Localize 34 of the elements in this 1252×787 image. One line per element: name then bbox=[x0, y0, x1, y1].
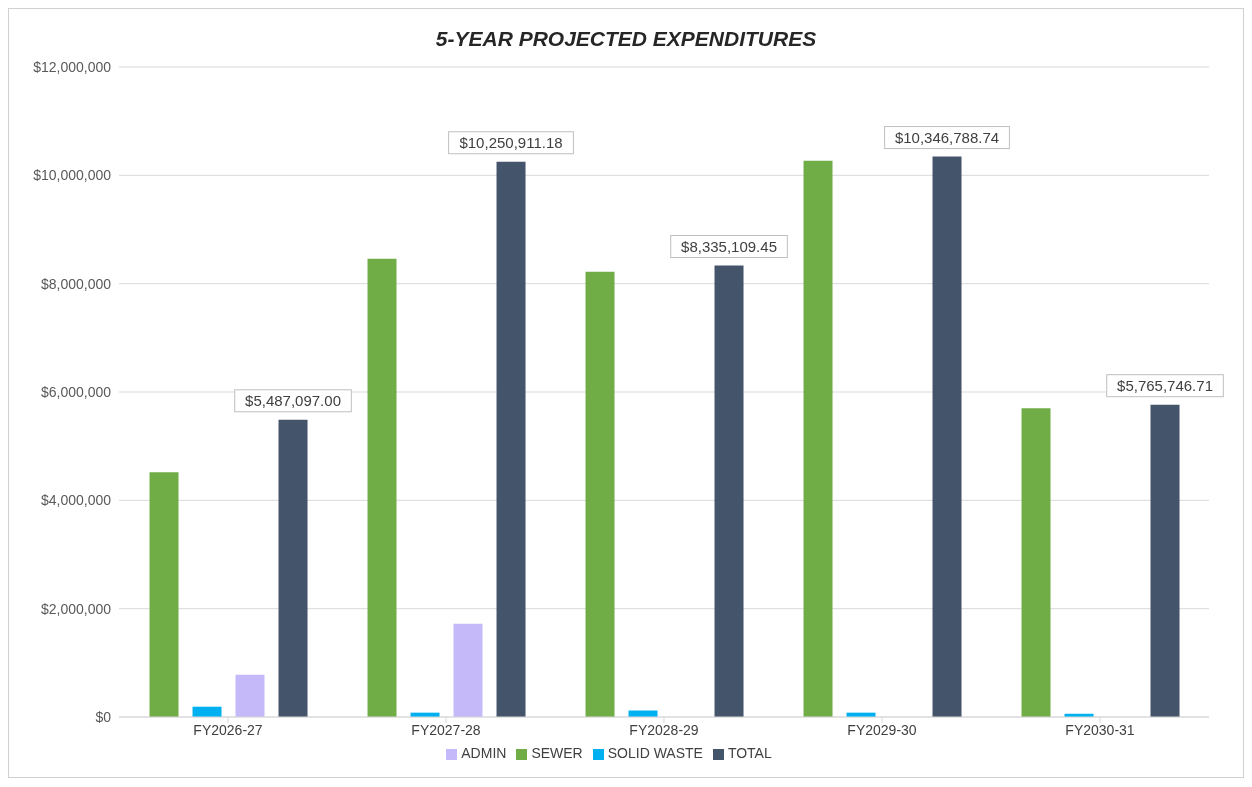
bar bbox=[453, 623, 483, 717]
x-tick-label: FY2028-29 bbox=[629, 721, 699, 738]
y-tick-label: $6,000,000 bbox=[40, 383, 112, 400]
x-tick-label: FY2026-27 bbox=[193, 721, 263, 738]
y-tick-label: $4,000,000 bbox=[40, 492, 112, 509]
bar bbox=[278, 419, 308, 717]
chart-title: 5-YEAR PROJECTED EXPENDITURES bbox=[434, 26, 818, 51]
data-label: $5,487,097.00 bbox=[245, 391, 341, 409]
legend-label: SEWER bbox=[531, 745, 583, 761]
legend-label: TOTAL bbox=[727, 745, 772, 761]
legend-label: ADMIN bbox=[461, 745, 507, 761]
bar bbox=[803, 160, 833, 717]
bar bbox=[932, 156, 962, 717]
x-tick-label: FY2029-30 bbox=[847, 721, 917, 738]
bar bbox=[235, 674, 265, 717]
y-tick-label: $0 bbox=[95, 708, 112, 725]
data-label: $5,765,746.71 bbox=[1117, 376, 1213, 394]
y-tick-label: $2,000,000 bbox=[40, 600, 112, 617]
bar bbox=[585, 271, 615, 717]
data-label: $8,335,109.45 bbox=[681, 237, 777, 255]
x-tick-label: FY2027-28 bbox=[411, 721, 481, 738]
data-label: $10,346,788.74 bbox=[894, 128, 1000, 146]
y-tick-label: $10,000,000 bbox=[33, 167, 112, 184]
y-tick-label: $12,000,000 bbox=[33, 58, 112, 75]
data-label: $10,250,911.18 bbox=[459, 133, 563, 151]
x-tick-label: FY2030-31 bbox=[1065, 721, 1135, 738]
bar bbox=[1150, 404, 1180, 717]
legend-label: SOLID WASTE bbox=[607, 745, 703, 761]
bar bbox=[714, 265, 744, 717]
y-tick-label: $8,000,000 bbox=[40, 275, 112, 292]
bar bbox=[1021, 408, 1051, 717]
bar bbox=[149, 472, 179, 717]
bar bbox=[496, 161, 526, 717]
bar bbox=[367, 258, 397, 717]
